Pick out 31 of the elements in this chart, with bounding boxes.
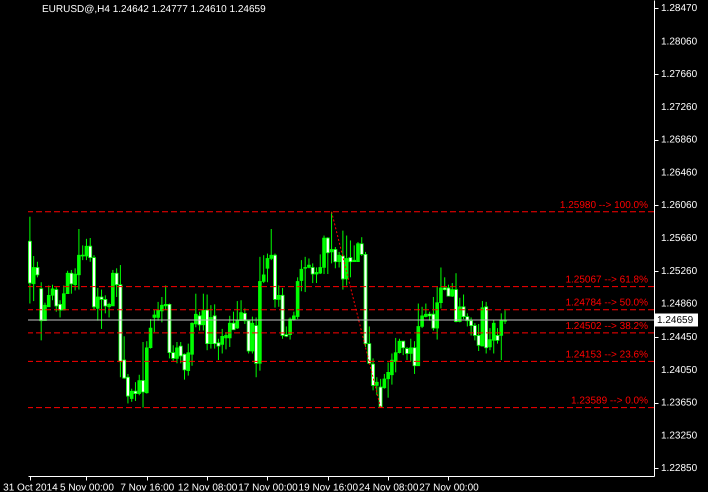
y-tick-label: 1.24450 [661,332,698,344]
x-tick-label: 12 Nov 08:00 [178,482,238,492]
ref-line-label: 1.24784 --> 50.0% [565,298,648,309]
x-tick-label: 31 Oct 2014 [3,482,58,492]
ref-line-label: 1.23589 --> 0.0% [571,396,648,407]
y-tick-label: 1.24860 [661,298,698,310]
y-tick-label: 1.22850 [661,463,698,474]
y-tick-label: 1.25660 [661,233,698,244]
y-tick-label: 1.23250 [661,430,698,442]
ref-line-label: 1.24153 --> 23.6% [565,349,648,360]
y-tick-label: 1.24050 [661,364,698,376]
y-tick-label: 1.28060 [661,36,698,48]
y-tick-label: 1.27260 [661,102,698,113]
x-tick-label: 19 Nov 16:00 [298,482,358,492]
x-tick-label: 27 Nov 00:00 [419,482,480,492]
y-tick-label: 1.28470 [661,2,698,14]
ref-line-label: 1.25067 --> 61.8% [565,274,648,286]
ref-line-label: 1.25980 --> 100.0% [560,200,648,211]
ref-line-label: 1.24659 [657,314,694,326]
ref-line-label: 1.24502 --> 38.2% [565,320,648,332]
y-tick-label: 1.25260 [661,266,698,277]
y-tick-label: 1.23650 [661,398,698,409]
y-tick-label: 1.27660 [661,69,698,80]
y-tick-label: 1.26460 [661,167,698,178]
y-tick-label: 1.26060 [661,200,698,212]
y-tick-label: 1.26860 [661,134,698,146]
x-tick-label: 5 Nov 00:00 [60,482,114,492]
x-tick-label: 24 Nov 08:00 [358,482,419,492]
chart-title: EURUSD@,H4 1.24642 1.24777 1.24610 1.24659 [42,4,266,15]
x-tick-label: 7 Nov 16:00 [120,482,175,492]
x-tick-label: 17 Nov 00:00 [238,482,298,492]
